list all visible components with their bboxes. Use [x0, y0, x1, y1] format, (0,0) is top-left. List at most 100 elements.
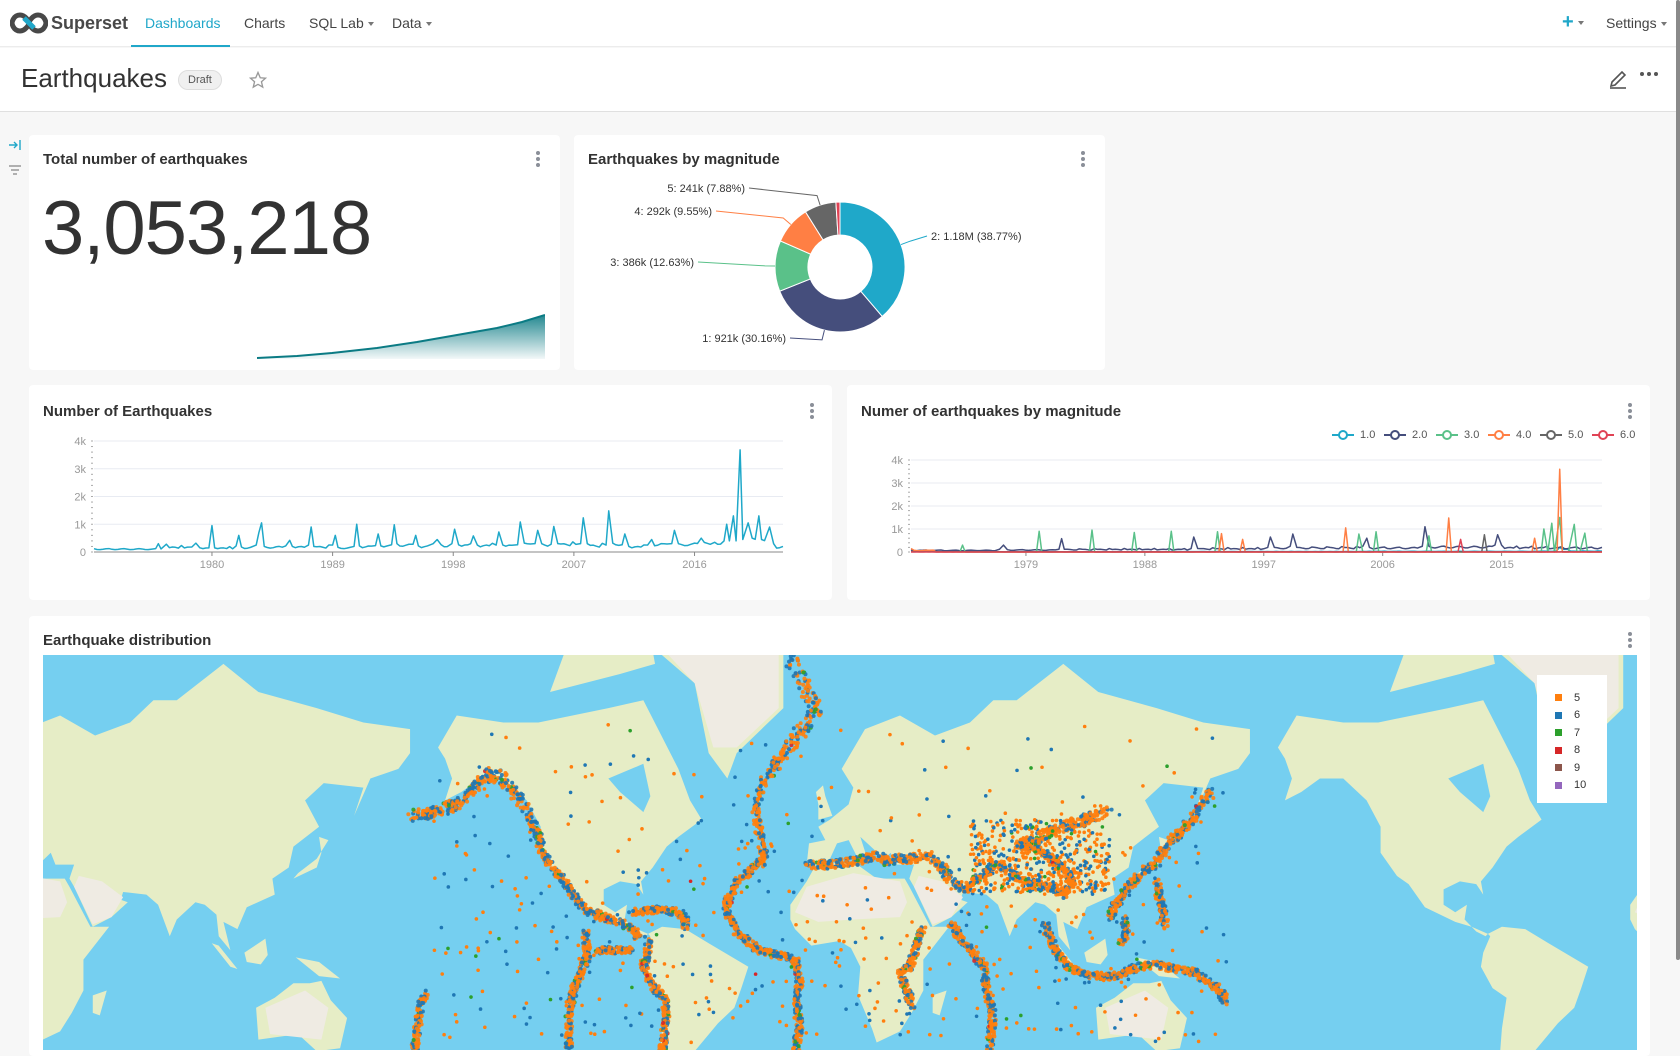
- earthquake-point: [745, 943, 749, 947]
- earthquake-point: [1119, 1000, 1123, 1004]
- chart-menu-kebab-icon[interactable]: [535, 151, 541, 167]
- new-plus-button[interactable]: +: [1562, 11, 1584, 34]
- earthquake-point: [806, 710, 810, 714]
- nav-data[interactable]: Data: [392, 15, 432, 31]
- earthquake-point: [576, 900, 580, 904]
- earthquake-point: [663, 1007, 667, 1011]
- earthquake-point: [433, 813, 437, 817]
- earthquake-point: [1069, 963, 1073, 967]
- earthquake-point: [623, 947, 627, 951]
- earthquake-point: [768, 769, 772, 773]
- earthquake-point: [419, 1019, 423, 1023]
- earthquake-point: [780, 753, 784, 757]
- sparkline-area: [257, 315, 545, 359]
- earthquake-point: [643, 948, 647, 952]
- earthquake-point: [564, 1041, 568, 1045]
- earthquake-point: [794, 672, 798, 676]
- earthquake-point: [746, 866, 750, 870]
- earthquake-point: [679, 911, 683, 915]
- earthquake-point: [801, 733, 805, 737]
- earthquake-point: [510, 781, 514, 785]
- earthquake-point: [1167, 967, 1171, 971]
- earthquake-point: [758, 951, 762, 955]
- earthquake-point: [500, 778, 504, 782]
- earthquake-point: [985, 1044, 989, 1048]
- earthquake-point: [812, 865, 816, 869]
- earthquake-point: [990, 1000, 994, 1004]
- edit-pencil-icon[interactable]: [1608, 67, 1628, 89]
- earthquake-point: [1110, 808, 1114, 812]
- earthquake-point: [416, 1038, 420, 1042]
- earthquake-point: [595, 909, 599, 913]
- earthquake-point: [910, 948, 914, 952]
- earthquake-point: [451, 808, 455, 812]
- earthquake-point: [647, 951, 651, 955]
- pie-label-line: [698, 262, 775, 266]
- pie-label-line: [790, 330, 824, 340]
- earthquake-point: [701, 934, 705, 938]
- earthquake-point: [616, 945, 620, 949]
- settings-menu[interactable]: Settings: [1606, 15, 1667, 31]
- earthquake-point: [796, 1033, 800, 1037]
- y-tick-label: 2k: [74, 492, 86, 504]
- earthquake-point: [752, 819, 756, 823]
- earthquake-point: [1046, 922, 1050, 926]
- earthquake-point: [580, 961, 584, 965]
- x-tick-label: 1979: [1014, 559, 1038, 571]
- earthquake-point: [414, 1042, 418, 1046]
- pie-label: 4: 292k (9.55%): [634, 206, 712, 218]
- earthquake-point: [1121, 925, 1125, 929]
- earthquake-point: [884, 957, 888, 961]
- earthquake-point: [910, 1002, 914, 1006]
- earthquake-scatter-map[interactable]: [43, 655, 1637, 1050]
- filter-icon[interactable]: [8, 164, 22, 176]
- earthquake-point: [743, 869, 747, 873]
- earthquake-point: [465, 800, 469, 804]
- star-icon[interactable]: [249, 71, 267, 89]
- earthquake-point: [416, 1000, 420, 1004]
- pie-label: 5: 241k (7.88%): [667, 183, 745, 195]
- earthquake-point: [1119, 888, 1123, 892]
- earthquake-point: [1176, 964, 1180, 968]
- earthquake-point: [814, 707, 818, 711]
- earthquake-point: [1117, 895, 1121, 899]
- superset-logo[interactable]: Superset: [10, 11, 128, 35]
- y-tick-label: 4k: [891, 455, 903, 467]
- earthquake-point: [1207, 979, 1211, 983]
- earthquake-point: [1124, 972, 1128, 976]
- earthquake-point: [1162, 927, 1166, 931]
- earthquake-point: [978, 959, 982, 963]
- earthquake-point: [1047, 927, 1051, 931]
- nav-sql-lab[interactable]: SQL Lab: [309, 15, 374, 31]
- earthquake-point: [1157, 904, 1161, 908]
- earthquake-point: [867, 1012, 871, 1016]
- earthquake-point: [1210, 787, 1214, 791]
- earthquake-point: [1217, 982, 1221, 986]
- earthquake-point: [809, 859, 813, 863]
- series-line-4.0: [911, 469, 1602, 552]
- more-options-icon[interactable]: [1640, 72, 1658, 76]
- earthquake-point: [559, 873, 563, 877]
- earthquake-point: [415, 1008, 419, 1012]
- earthquake-point: [796, 681, 800, 685]
- chart-menu-kebab-icon[interactable]: [1627, 632, 1633, 648]
- earthquake-point: [1164, 853, 1168, 857]
- earthquake-point: [986, 997, 990, 1001]
- earthquake-point: [940, 865, 944, 869]
- earthquake-point: [455, 799, 459, 803]
- earthquake-point: [628, 923, 632, 927]
- nav-charts[interactable]: Charts: [244, 15, 285, 31]
- earthquake-point: [1197, 972, 1201, 976]
- earthquake-point: [423, 816, 427, 820]
- nav-dashboards[interactable]: Dashboards: [145, 15, 221, 31]
- dashboard-title[interactable]: Earthquakes: [21, 63, 167, 94]
- earthquake-point: [972, 948, 976, 952]
- earthquake-point: [757, 831, 761, 835]
- expand-filter-bar-icon[interactable]: [8, 139, 22, 151]
- earthquake-point: [1079, 815, 1083, 819]
- earthquake-point: [574, 976, 578, 980]
- earthquake-point: [420, 1014, 424, 1018]
- earthquake-point: [781, 757, 785, 761]
- caret-down-icon: [426, 22, 432, 26]
- earthquake-point: [1121, 969, 1125, 973]
